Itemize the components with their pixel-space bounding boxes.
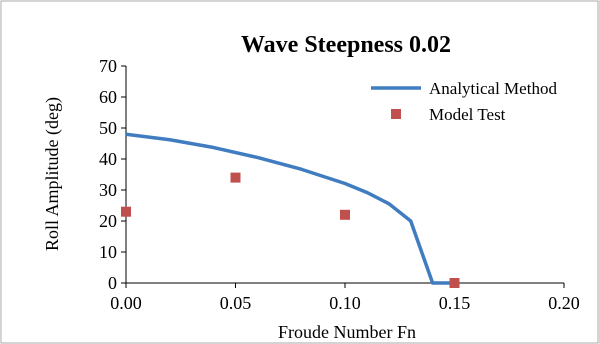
y-tick-label: 50 [99, 118, 117, 138]
y-tick-label: 20 [99, 211, 117, 231]
legend-label: Analytical Method [429, 79, 557, 98]
chart-title: Wave Steepness 0.02 [241, 32, 451, 58]
series-line-analytical-method [125, 132, 455, 285]
y-axis: 0 10 20 30 40 50 60 70 [99, 56, 127, 293]
x-axis-title: Froude Number Fn [278, 322, 416, 342]
x-tick-label: 0.15 [439, 293, 471, 313]
y-tick-label: 70 [99, 56, 117, 76]
plot-area [121, 132, 460, 288]
y-tick-label: 60 [99, 87, 117, 107]
legend-swatch-marker [391, 109, 401, 119]
legend: Analytical Method Model Test [371, 79, 557, 124]
data-point-model-test [340, 209, 350, 220]
x-tick-label: 0.10 [329, 293, 361, 313]
y-tick-label: 40 [99, 149, 117, 169]
data-point-model-test [121, 206, 131, 217]
legend-label: Model Test [429, 105, 506, 124]
x-tick-label: 0.20 [548, 293, 580, 313]
x-tick-label: 0.05 [220, 293, 252, 313]
x-axis: 0.00 0.05 0.10 0.15 0.20 [110, 282, 580, 313]
data-point-model-test [449, 278, 460, 288]
data-point-model-test [230, 172, 241, 183]
y-tick-label: 0 [108, 273, 117, 293]
y-tick-label: 10 [99, 242, 117, 262]
y-tick-label: 30 [99, 180, 117, 200]
y-axis-title: Roll Amplitude (deg) [42, 97, 63, 251]
x-tick-label: 0.00 [110, 293, 142, 313]
